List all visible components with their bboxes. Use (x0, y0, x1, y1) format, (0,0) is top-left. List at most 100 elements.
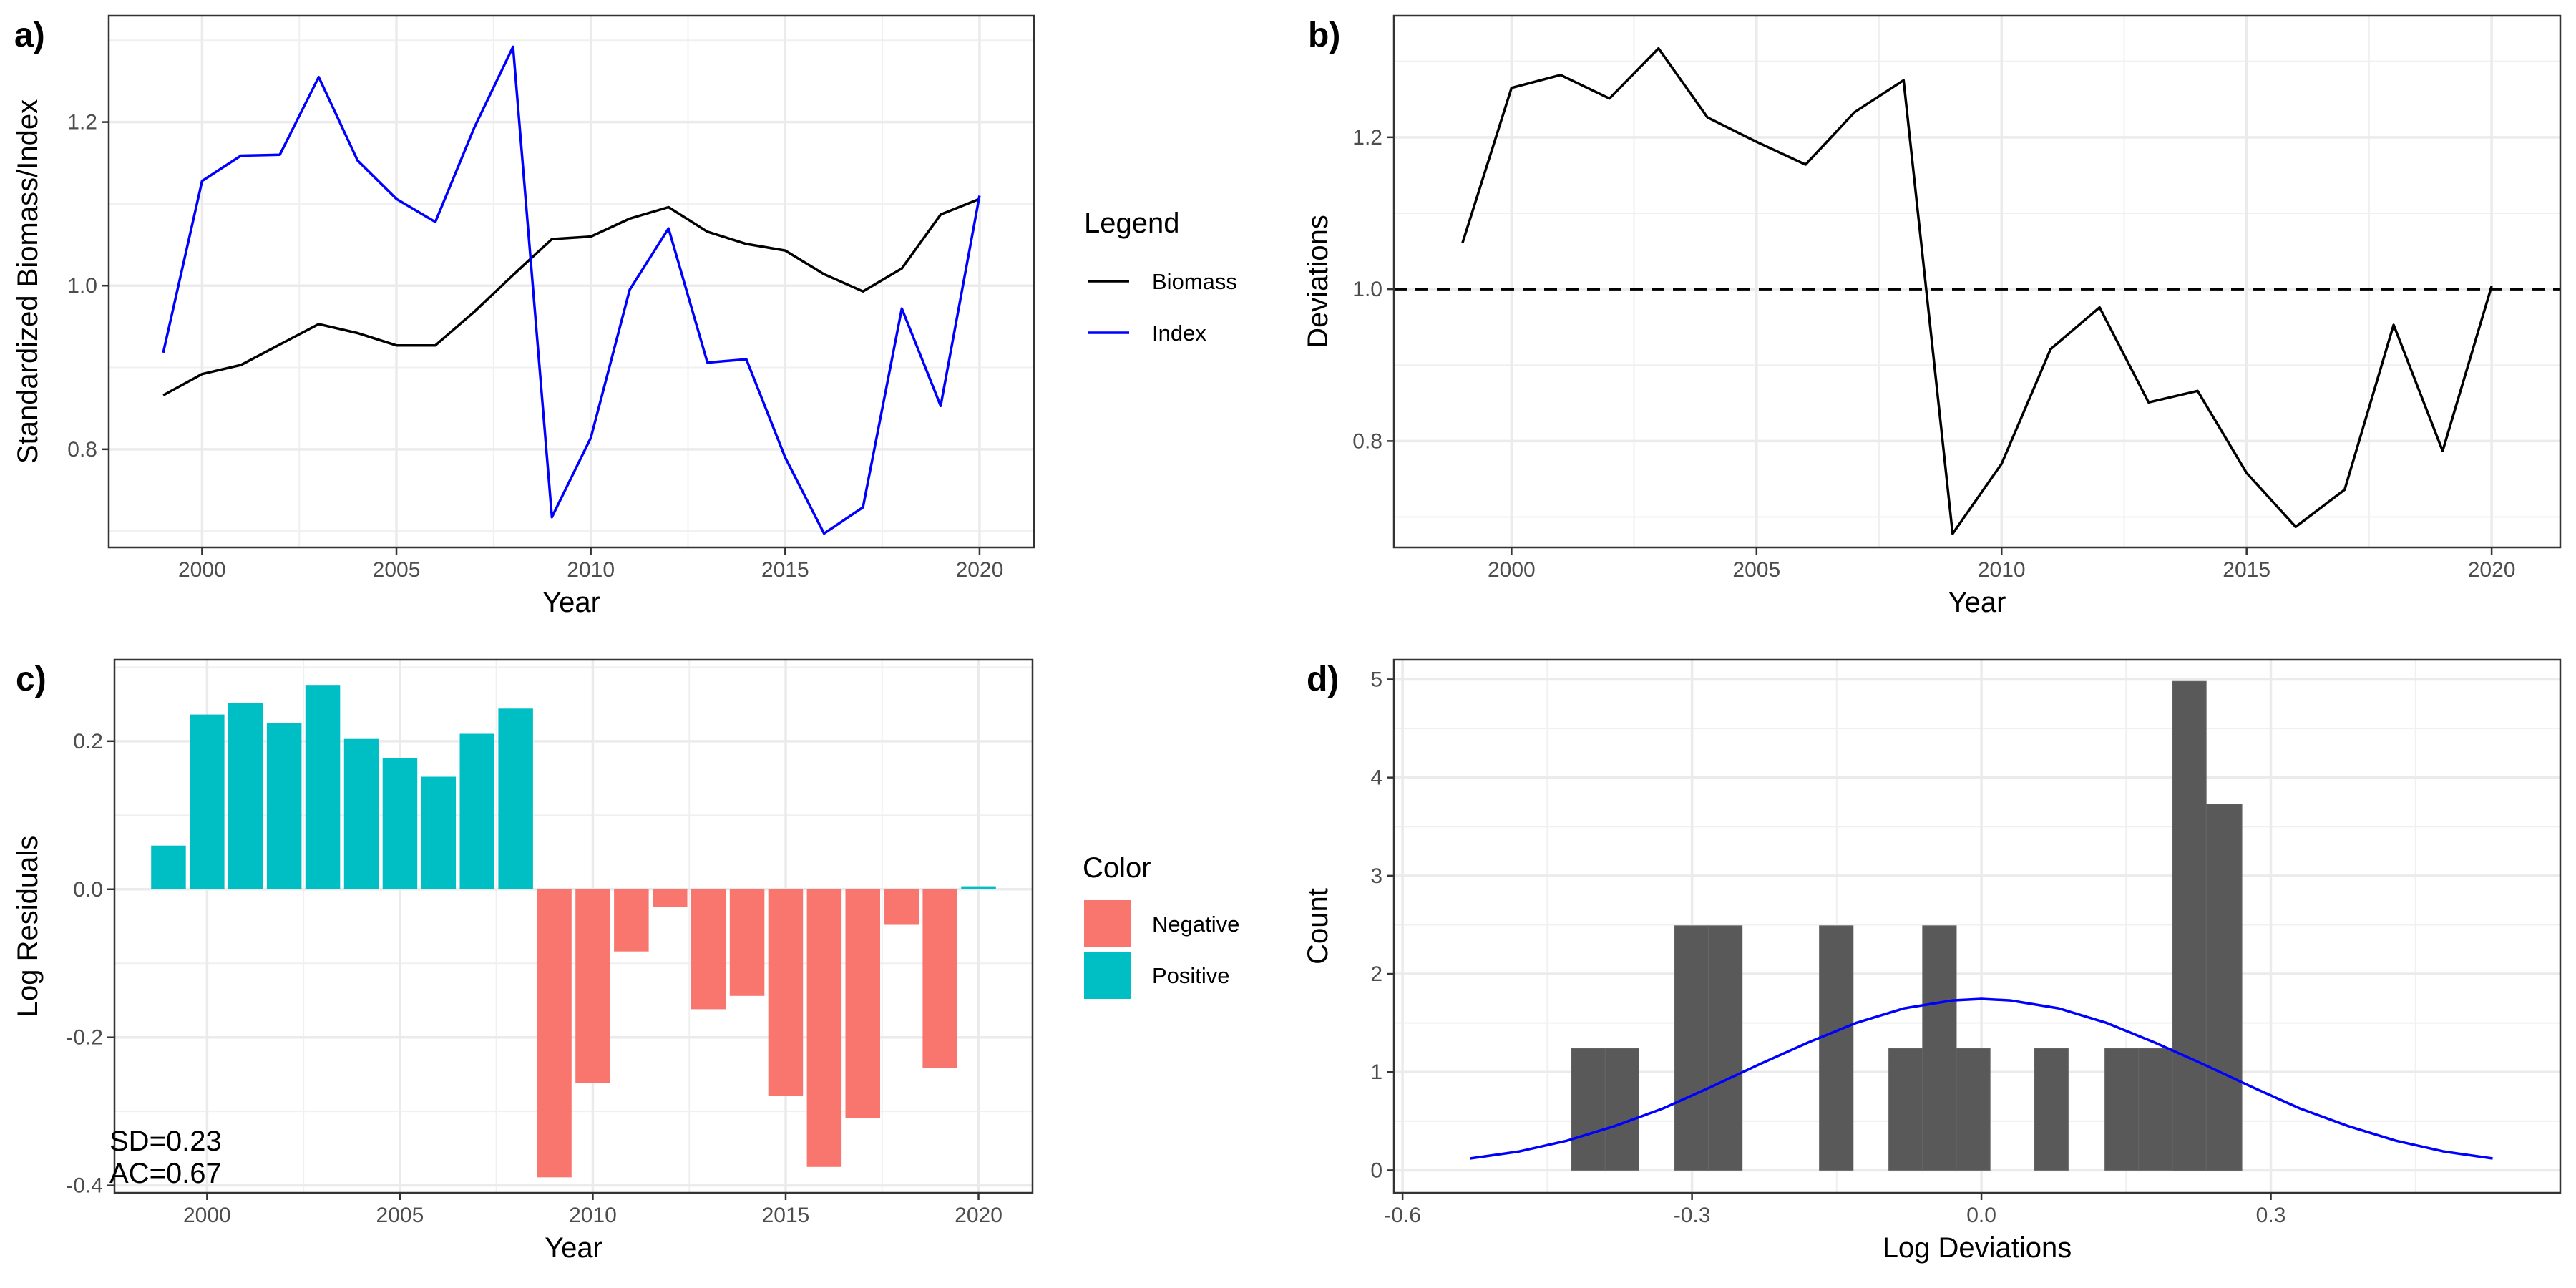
y-tick-label: 0.2 (73, 730, 103, 753)
y-tick-label: 1.2 (67, 111, 97, 135)
y-axis-title: Count (1302, 888, 1334, 965)
panel-c-log-residuals: 2000 2005 2010 2015 2020 -0.4 -0.2 0.0 0.2 Year Lo… (12, 658, 1239, 1264)
plot-border (113, 658, 1034, 1194)
x-tick-label: -0.6 (1384, 1204, 1421, 1227)
residual-bar-2011 (614, 889, 649, 952)
y-tick-label: 2 (1370, 962, 1382, 986)
histogram-bar-4 (1819, 925, 1854, 1171)
x-tick-label: 2010 (567, 558, 615, 582)
legend-key-positive (1084, 952, 1131, 999)
residual-bar-2002 (266, 723, 302, 889)
x-tick-label: 2000 (178, 558, 226, 582)
panel-tag: b) (1308, 16, 1340, 54)
x-axis-title: Year (542, 587, 600, 618)
y-tick-label: 0.8 (1352, 429, 1382, 453)
histogram-bar-0 (1571, 1048, 1606, 1171)
histogram-bar-5 (1888, 1048, 1923, 1171)
deviation-line (1461, 47, 2493, 535)
residual-bar-2009 (537, 889, 572, 1178)
legend-label-positive: Positive (1152, 963, 1230, 988)
x-tick-label: 2000 (183, 1204, 231, 1227)
residual-bar-2006 (421, 776, 457, 889)
residual-bar-2014 (729, 889, 765, 996)
x-tick-label: 2005 (376, 1204, 424, 1227)
histogram-bar-10 (2138, 1048, 2173, 1171)
y-tick-label: -0.4 (66, 1174, 103, 1198)
sd-annotation: SD=0.23 (109, 1126, 222, 1157)
x-axis-title: Year (1948, 587, 2006, 618)
series-line-biomass (162, 197, 980, 396)
legend-label-biomass: Biomass (1152, 269, 1237, 294)
x-tick-label: 2005 (1732, 558, 1780, 582)
y-tick-label: 3 (1370, 864, 1382, 888)
ac-annotation: AC=0.67 (109, 1158, 222, 1189)
residual-bar-2017 (845, 889, 880, 1118)
panel-tag: a) (14, 16, 45, 54)
legend-label-index: Index (1152, 321, 1206, 346)
residual-bar-2004 (343, 738, 379, 889)
x-tick-label: 2020 (956, 558, 1004, 582)
series-line-index (162, 45, 981, 535)
x-tick-label: 2015 (762, 1204, 810, 1227)
residual-bar-2013 (691, 889, 726, 1010)
panel-a-biomass-index: 2000 2005 2010 2015 2020 0.8 1.0 1.2 Year Standar… (12, 14, 1237, 618)
residual-bar-2012 (653, 889, 688, 907)
residual-bar-1999 (151, 845, 186, 889)
residual-bar-2005 (382, 758, 418, 889)
histogram-bar-9 (2104, 1048, 2140, 1171)
x-axis-title: Log Deviations (1883, 1232, 2072, 1264)
residual-bar-2000 (190, 714, 225, 889)
y-tick-label: 1.2 (1352, 126, 1382, 150)
x-tick-label: 2010 (1978, 558, 2026, 582)
y-tick-label: 0.8 (67, 438, 97, 462)
legend-title: Legend (1084, 208, 1179, 239)
plot-background (1394, 16, 2560, 547)
histogram-bar-1 (1604, 1048, 1640, 1171)
x-axis-title: Year (545, 1232, 602, 1264)
x-tick-label: 2020 (955, 1204, 1002, 1227)
y-tick-label: 0 (1370, 1158, 1382, 1182)
residual-bar-2018 (884, 889, 919, 925)
x-tick-label: 2010 (569, 1204, 617, 1227)
residual-bar-2008 (498, 708, 533, 889)
y-tick-label: 1.0 (67, 274, 97, 298)
histogram-bar-3 (1708, 925, 1743, 1171)
x-tick-label: 0.3 (2256, 1204, 2286, 1227)
panel-b-deviations: 2000 2005 2010 2015 2020 0.8 1.0 1.2 Year Deviati… (1302, 14, 2562, 618)
plot-border (107, 14, 1035, 549)
plot-background (109, 16, 1034, 547)
residual-bar-2007 (459, 733, 494, 889)
plot-border (1392, 658, 2562, 1194)
panel-tag: c) (16, 660, 47, 698)
histogram-bar-8 (2034, 1048, 2069, 1171)
legend-label-negative: Negative (1152, 912, 1239, 937)
y-tick-label: 5 (1370, 668, 1382, 691)
histogram-bar-11 (2172, 680, 2207, 1171)
x-tick-label: 0.0 (1966, 1204, 1996, 1227)
residual-bar-2016 (806, 889, 842, 1167)
residual-bar-2020 (961, 886, 996, 889)
plot-border (1392, 14, 2562, 549)
residual-bar-2010 (575, 889, 610, 1083)
histogram-bar-7 (1956, 1048, 1991, 1171)
x-tick-label: 2020 (2468, 558, 2516, 582)
y-tick-label: 4 (1370, 766, 1382, 790)
normal-density-curve (1470, 997, 2493, 1160)
legend-title: Color (1083, 852, 1151, 884)
y-tick-label: 1 (1370, 1060, 1382, 1084)
residual-bar-2003 (305, 685, 341, 889)
y-tick-label: 0.0 (73, 878, 103, 902)
panel-d-deviation-histogram: -0.6 -0.3 0.0 0.3 0 1 2 3 4 5 Log Deviations Count d… (1302, 658, 2562, 1264)
x-tick-label: 2015 (761, 558, 809, 582)
y-tick-label: 1.0 (1352, 278, 1382, 301)
x-tick-label: -0.3 (1674, 1204, 1711, 1227)
y-axis-title: Deviations (1302, 215, 1334, 348)
legend-key-negative (1084, 900, 1131, 947)
y-axis-title: Standardized Biomass/Index (12, 99, 44, 464)
residual-bar-2015 (768, 889, 804, 1096)
histogram-bar-6 (1922, 925, 1957, 1171)
y-tick-label: -0.2 (66, 1026, 103, 1050)
histogram-bar-2 (1674, 925, 1709, 1171)
residual-bar-2001 (228, 703, 263, 889)
x-tick-label: 2005 (373, 558, 421, 582)
